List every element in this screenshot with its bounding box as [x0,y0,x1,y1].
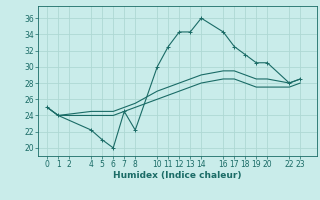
X-axis label: Humidex (Indice chaleur): Humidex (Indice chaleur) [113,171,242,180]
